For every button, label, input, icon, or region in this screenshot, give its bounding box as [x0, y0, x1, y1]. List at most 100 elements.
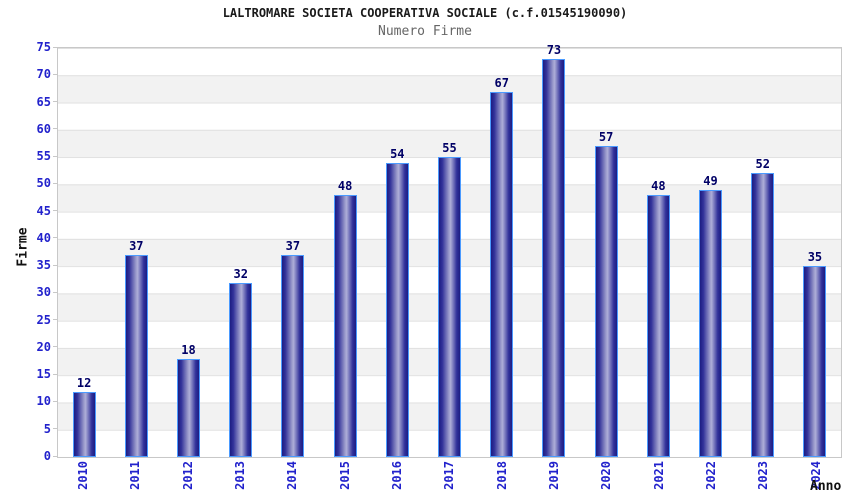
bar-value-label: 49 — [703, 173, 718, 188]
x-tick-slot: 2016 — [371, 461, 423, 499]
bar-slot: 35 — [789, 48, 841, 457]
bar: 48 — [333, 179, 357, 457]
bar-slot: 57 — [580, 48, 632, 457]
y-tick-label: 65 — [36, 94, 51, 109]
bar: 55 — [438, 141, 462, 457]
bar-value-label: 73 — [546, 42, 562, 57]
bar: 12 — [72, 376, 96, 457]
x-tick-label: 2020 — [599, 461, 614, 490]
x-tick-label: 2018 — [494, 461, 509, 490]
bar-slot: 37 — [110, 48, 162, 457]
bar: 32 — [229, 267, 253, 457]
y-tick-label: 25 — [36, 312, 51, 327]
bar: 37 — [281, 239, 305, 457]
y-tick-mark — [53, 182, 57, 184]
x-tick-slot: 2011 — [109, 461, 161, 499]
bar-slot: 48 — [632, 48, 684, 457]
y-tick-mark — [53, 455, 57, 457]
y-tick-label: 0 — [43, 449, 51, 463]
y-tick-mark — [53, 155, 57, 157]
y-tick-mark — [53, 373, 57, 375]
x-tick-slot: 2021 — [633, 461, 685, 499]
y-tick-label: 70 — [36, 67, 51, 82]
x-tick-label: 2013 — [233, 461, 248, 490]
y-tick-mark — [53, 428, 57, 430]
x-tick-slot: 2023 — [737, 461, 789, 499]
bar-value-label: 55 — [442, 141, 457, 156]
bar: 54 — [385, 147, 409, 457]
x-tick-label: 2019 — [547, 461, 562, 490]
x-tick-slot: 2015 — [319, 461, 371, 499]
y-tick-mark — [53, 291, 57, 293]
bar-value-label: 37 — [285, 239, 301, 254]
y-tick-label: 45 — [36, 203, 51, 218]
bar-slot: 12 — [58, 48, 110, 457]
y-tick-mark — [53, 237, 57, 239]
bar: 73 — [542, 43, 566, 457]
y-tick-label: 55 — [36, 149, 51, 164]
y-tick-mark — [53, 101, 57, 103]
bar-value-label: 48 — [337, 179, 353, 194]
y-tick-label: 30 — [36, 285, 51, 300]
y-tick-label: 15 — [36, 367, 51, 382]
y-tick-mark — [53, 210, 57, 212]
bar: 37 — [124, 239, 148, 457]
x-axis-title: Anno — [810, 479, 842, 494]
x-labels-row: 2010 2011 2012 2013 2014 2015 2016 2017 2018 2019… — [57, 461, 842, 499]
x-tick-label: 2021 — [651, 461, 666, 490]
bar-slot: 55 — [423, 48, 475, 457]
bar-value-label: 48 — [651, 179, 666, 194]
bar-slot: 37 — [267, 48, 319, 457]
bar-slot: 18 — [162, 48, 214, 457]
y-tick-label: 10 — [36, 394, 51, 409]
x-tick-label: 2010 — [76, 461, 91, 490]
y-tick-mark — [53, 128, 57, 130]
y-tick-mark — [53, 73, 57, 75]
x-tick-slot: 2022 — [685, 461, 737, 499]
bar: 35 — [803, 250, 827, 457]
bar-slot: 48 — [319, 48, 371, 457]
bar: 49 — [699, 174, 723, 457]
bar: 57 — [594, 130, 618, 457]
plot-area: 12 37 18 32 37 48 54 55 67 73 57 48 49 52 35 — [57, 43, 842, 458]
bar-value-label: 67 — [494, 75, 509, 90]
x-tick-slot: 2012 — [162, 461, 214, 499]
x-tick-label: 2017 — [442, 461, 457, 490]
y-tick-label: 20 — [36, 339, 51, 354]
y-tick-label: 75 — [36, 40, 51, 54]
bar-slot: 54 — [371, 48, 423, 457]
y-tick-mark — [53, 46, 57, 48]
x-tick-label: 2022 — [704, 461, 719, 490]
bar-value-label: 37 — [129, 239, 144, 254]
x-tick-label: 2016 — [390, 461, 405, 490]
bar-value-label: 32 — [233, 266, 248, 281]
y-tick-mark — [53, 319, 57, 321]
x-tick-label: 2015 — [337, 461, 352, 490]
y-tick-mark — [53, 264, 57, 266]
bar-slot: 73 — [528, 43, 580, 457]
x-tick-slot: 2018 — [476, 461, 528, 499]
bar-value-label: 54 — [390, 146, 405, 161]
bar-value-label: 18 — [181, 342, 196, 357]
chart-title: LALTROMARE SOCIETA COOPERATIVA SOCIALE (… — [222, 6, 628, 20]
x-tick-slot: 2017 — [423, 461, 475, 499]
x-tick-slot: 2020 — [580, 461, 632, 499]
bar-slot: 52 — [737, 48, 789, 457]
x-tick-slot: 2010 — [57, 461, 109, 499]
x-tick-label: 2011 — [128, 461, 143, 490]
y-tick-mark — [53, 346, 57, 348]
bar-slot: 67 — [476, 48, 528, 457]
x-tick-label: 2012 — [180, 461, 195, 490]
x-tick-label: 2023 — [756, 461, 771, 490]
x-tick-slot: 2019 — [528, 461, 580, 499]
x-tick-slot: 2014 — [266, 461, 318, 499]
chart-subtitle: Numero Firme — [378, 24, 472, 39]
bar-slot: 32 — [215, 48, 267, 457]
y-tick-label: 40 — [36, 230, 51, 245]
y-tick-label: 60 — [36, 121, 51, 136]
y-tick-mark — [53, 400, 57, 402]
bar-value-label: 12 — [76, 375, 92, 390]
bar-slot: 49 — [684, 48, 736, 457]
y-tick-label: 5 — [43, 421, 51, 436]
bar: 48 — [646, 179, 670, 457]
